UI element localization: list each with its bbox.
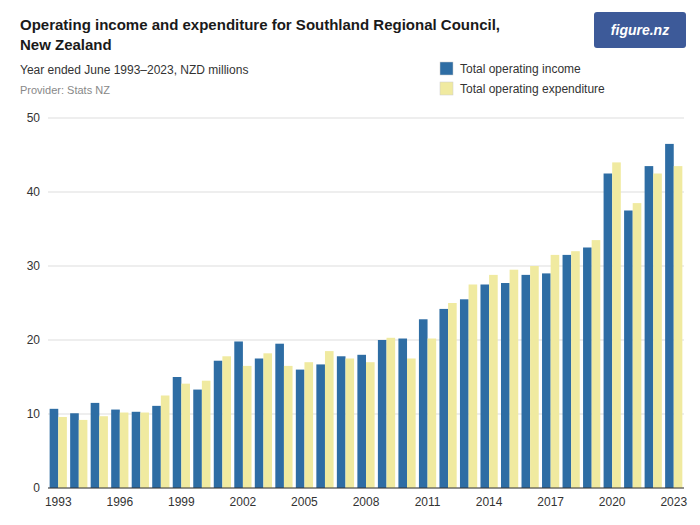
x-tick-label: 1999: [168, 495, 195, 509]
bar: [50, 409, 59, 488]
bar: [665, 144, 674, 488]
bar: [407, 359, 416, 489]
bar: [70, 413, 79, 488]
bar: [222, 356, 231, 488]
x-tick-label: 2008: [353, 495, 380, 509]
bar: [120, 413, 129, 488]
bars: [50, 144, 683, 488]
bar: [275, 344, 284, 488]
x-tick-label: 2017: [537, 495, 564, 509]
y-tick-label: 10: [27, 407, 41, 421]
legend-label: Total operating income: [460, 62, 581, 76]
bar: [563, 255, 572, 488]
x-tick-label: 1996: [106, 495, 133, 509]
background: [0, 0, 700, 525]
bar: [214, 361, 223, 488]
bar: [111, 410, 120, 488]
bar: [132, 412, 141, 488]
bar: [612, 162, 621, 488]
grid-line: [48, 488, 684, 489]
bar: [489, 275, 498, 488]
bar: [79, 420, 88, 488]
x-tick-label: 2011: [415, 495, 441, 509]
bar: [325, 351, 334, 488]
bar: [357, 355, 366, 488]
x-tick-label: 2005: [291, 495, 318, 509]
bar: [428, 339, 437, 488]
bar: [571, 251, 580, 488]
bar: [255, 359, 264, 489]
bar: [304, 362, 313, 488]
bar: [234, 341, 243, 488]
bar: [140, 413, 149, 488]
badge: [594, 12, 686, 48]
grid-line: [48, 192, 684, 193]
grid: [48, 118, 684, 488]
provider: Provider: Stats NZ: [20, 84, 110, 96]
title: Operating income and expenditure for Sou…: [20, 16, 500, 53]
bar: [522, 275, 531, 488]
bar: [202, 381, 211, 488]
bar: [398, 339, 407, 488]
x-tick-label: 2020: [599, 495, 626, 509]
y-tick-label: 50: [27, 111, 41, 125]
bar: [480, 285, 489, 489]
title-line: New Zealand: [20, 36, 112, 53]
x-tick-label: 2023: [660, 495, 687, 509]
grid-line: [48, 118, 684, 119]
bar: [345, 359, 354, 489]
bar: [419, 319, 428, 488]
bar: [448, 303, 457, 488]
legend-swatch: [440, 62, 453, 75]
bar: [243, 366, 252, 488]
bar: [337, 356, 346, 488]
bar: [460, 299, 469, 488]
y-tick-label: 30: [27, 259, 41, 273]
bar: [469, 285, 478, 489]
bar: [551, 255, 560, 488]
x-tick-label: 2014: [476, 495, 503, 509]
x-tick-label: 1993: [45, 495, 72, 509]
subtitle: Year ended June 1993–2023, NZD millions: [20, 63, 248, 77]
bar: [387, 338, 396, 488]
y-tick-label: 20: [27, 333, 41, 347]
bar: [583, 248, 592, 489]
bar: [161, 396, 170, 489]
bar: [501, 283, 510, 488]
bar: [653, 174, 662, 489]
legend-swatch: [440, 82, 453, 95]
bar: [316, 364, 325, 488]
bar: [604, 174, 613, 489]
bar: [542, 273, 551, 488]
bar: [58, 417, 67, 488]
bar: [633, 203, 642, 488]
bar: [152, 406, 161, 488]
bar: [263, 353, 272, 488]
title-line: Operating income and expenditure for Sou…: [20, 16, 500, 33]
x-axis-line: [48, 488, 684, 489]
x-tick-label: 2002: [230, 495, 257, 509]
bar: [173, 377, 182, 488]
bar: [530, 266, 539, 488]
bar: [193, 390, 202, 488]
bar: [378, 340, 387, 488]
bar: [284, 366, 293, 488]
bar: [624, 211, 633, 489]
bar: [366, 362, 375, 488]
bar: [296, 370, 305, 488]
legend: Total operating income Total operating ex…: [440, 62, 605, 96]
bar: [91, 403, 100, 488]
badge-text: figure.nz: [611, 22, 669, 38]
chart: Operating income and expenditure for Sou…: [0, 0, 700, 525]
bar: [181, 384, 190, 488]
legend-label: Total operating expenditure: [460, 82, 605, 96]
bar: [99, 416, 108, 488]
bar: [674, 166, 683, 488]
bar: [510, 270, 519, 488]
y-tick-label: 40: [27, 185, 41, 199]
y-tick-label: 0: [33, 481, 40, 495]
bar: [645, 166, 654, 488]
bar: [439, 309, 448, 488]
bar: [592, 240, 601, 488]
